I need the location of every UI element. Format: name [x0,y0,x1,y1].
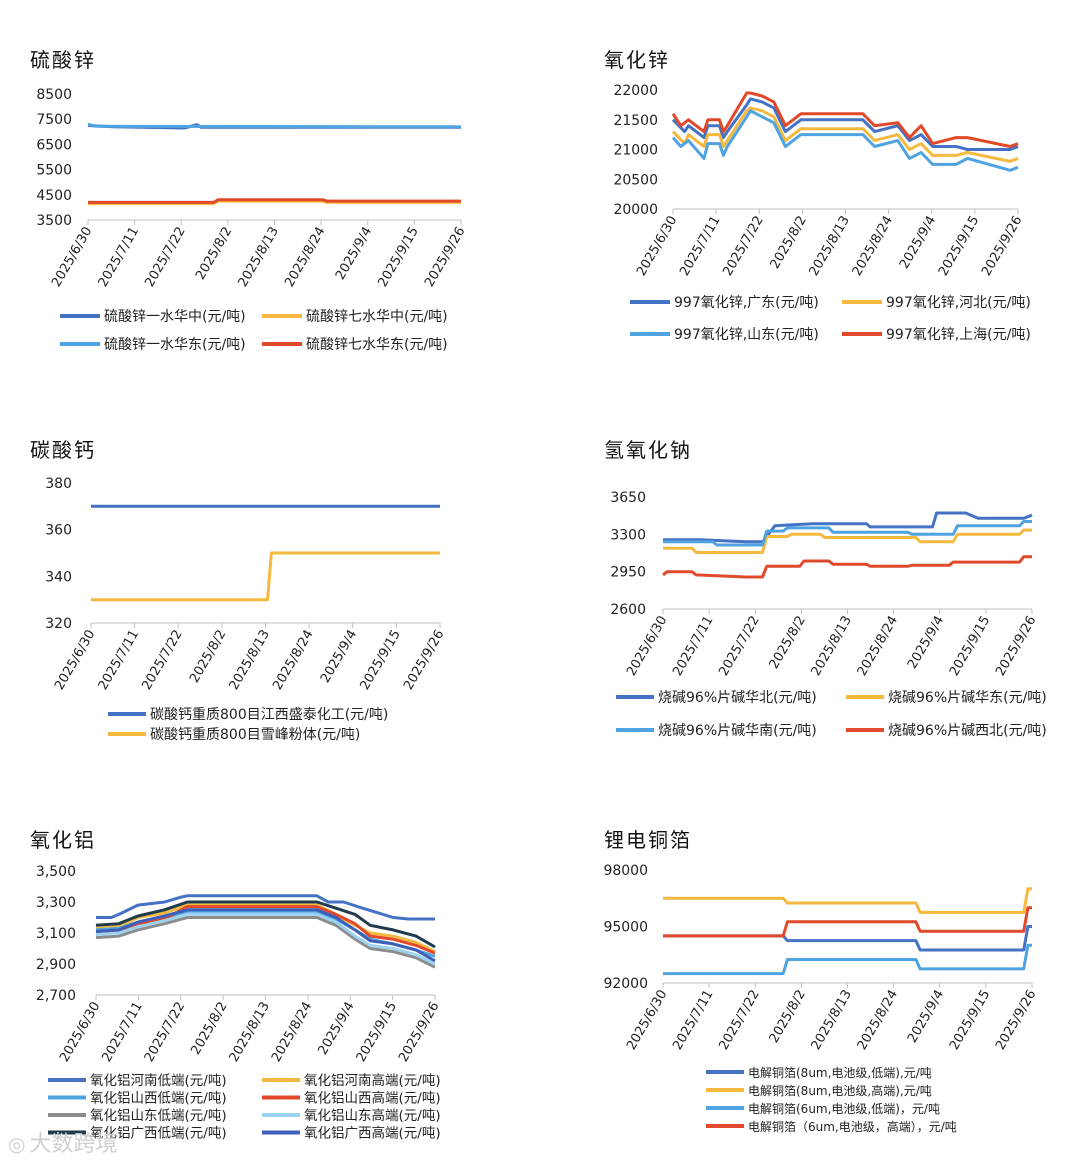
series-line [95,900,436,949]
x-tick-label: 2025/9/15 [947,988,993,1053]
series-line [663,520,1032,547]
y-tick-label: 3,500 [36,864,76,880]
x-tick-label: 2025/7/22 [716,988,762,1053]
y-tick-label: 20500 [613,172,658,188]
series-line [663,511,1033,544]
legend-label: 碳酸钙重质800目雪峰粉体(元/吨) [150,727,360,743]
legend-label: 氧化铝山东低端(元/吨) [90,1108,227,1124]
legend-label: 硫酸锌七水华东(元/吨) [306,337,448,353]
y-tick-label: 98000 [603,863,648,879]
chart-title: 氢氧化钠 [604,438,692,462]
series-line [87,122,462,129]
y-tick-label: 5500 [36,163,72,179]
y-tick-label: 2,900 [36,957,76,973]
series-line [95,916,436,969]
x-tick-label: 2025/6/30 [624,988,670,1053]
y-tick-label: 22000 [613,83,658,99]
legend-label: 电解铜箔(8um,电池级,高端),元/吨 [748,1083,932,1098]
x-tick-label: 2025/9/26 [993,988,1039,1053]
legend-label: 烧碱96%片碱华南(元/吨) [658,723,817,739]
y-tick-label: 2950 [610,565,646,581]
y-tick-label: 320 [45,616,72,632]
legend-label: 烧碱96%片碱西北(元/吨) [888,723,1047,739]
series-line [671,106,1019,163]
legend-label: 氧化铝广西低端(元/吨) [90,1126,227,1142]
series-line [671,109,1019,172]
series-line [95,912,436,966]
legend-label: 烧碱96%片碱华北(元/吨) [658,690,817,706]
legend-label: 997氧化锌,河北(元/吨) [886,295,1031,311]
legend-label: 氧化铝广西高端(元/吨) [304,1125,441,1142]
legend-label: 电解铜箔(6um,电池级,低端)，元/吨 [748,1101,940,1116]
legend-label: 电解铜箔(8um,电池级,低端),元/吨 [748,1065,932,1080]
legend-label: 硫酸锌一水华东(元/吨) [104,337,246,353]
chart-title: 碳酸钙 [30,438,96,462]
legend-label: 电解铜箔（6um,电池级，高端），元/吨 [748,1119,957,1134]
y-tick-label: 380 [45,476,72,492]
watermark: ◎ 大数跨境 [8,1126,117,1158]
y-tick-label: 340 [45,569,72,585]
legend-label: 997氧化锌,广东(元/吨) [674,295,819,311]
series-line [88,198,461,204]
y-tick-label: 2,700 [36,988,76,1004]
legend-label: 997氧化锌,山东(元/吨) [674,327,819,343]
y-tick-label: 360 [45,523,72,539]
legend-label: 997氧化锌,上海(元/吨) [886,327,1031,343]
legend-label: 硫酸锌七水华中(元/吨) [306,309,448,325]
legend-label: 氧化铝河南低端(元/吨) [90,1073,227,1089]
series-line [91,551,440,602]
legend-label: 硫酸锌一水华中(元/吨) [104,309,246,325]
legend-label: 氧化铝山东高端(元/吨) [304,1107,441,1124]
x-tick-label: 2025/9/4 [905,988,947,1046]
y-tick-label: 95000 [603,920,648,936]
chart-title: 氧化铝 [30,828,96,852]
series-line [662,555,1032,579]
y-tick-label: 3500 [36,213,72,229]
y-tick-label: 21500 [613,113,658,129]
watermark-text: 大数跨境 [29,1132,118,1157]
legend-label: 氧化铝河南高端(元/吨) [304,1072,441,1089]
y-tick-label: 3,300 [36,895,76,911]
y-tick-label: 8500 [36,87,72,103]
series-line [663,887,1032,914]
y-tick-label: 3300 [610,527,646,543]
y-tick-label: 20000 [613,202,658,218]
legend-label: 氧化铝山西高端(元/吨) [304,1090,441,1107]
y-tick-label: 2600 [610,602,646,618]
logo-icon: ◎ [8,1132,26,1156]
y-tick-label: 6500 [36,137,72,153]
chart-title: 硫酸锌 [30,48,96,72]
y-tick-label: 3,100 [36,926,76,942]
series-line [663,943,1032,976]
legend-label: 氧化铝山西低端(元/吨) [90,1091,227,1107]
y-tick-label: 7500 [36,112,72,128]
series-line [671,97,1019,151]
y-tick-label: 92000 [603,976,648,992]
y-tick-label: 4500 [36,188,72,204]
chart-title: 氧化锌 [604,48,670,72]
legend-label: 碳酸钙重质800目江西盛泰化工(元/吨) [150,707,388,723]
legend-label: 烧碱96%片碱华东(元/吨) [888,690,1047,706]
y-tick-label: 21000 [613,143,658,159]
y-tick-label: 3650 [610,490,646,506]
x-tick-label: 2025/8/24 [855,988,901,1053]
series-line [663,528,1032,554]
x-tick-label: 2025/7/11 [670,988,716,1053]
chart-title: 锂电铜箔 [604,828,692,852]
x-tick-label: 2025/8/2 [767,988,809,1046]
series-line [663,906,1032,938]
series-line [96,894,435,921]
x-tick-label: 2025/8/13 [809,988,855,1053]
series-line [95,908,436,963]
series-line [671,91,1019,148]
